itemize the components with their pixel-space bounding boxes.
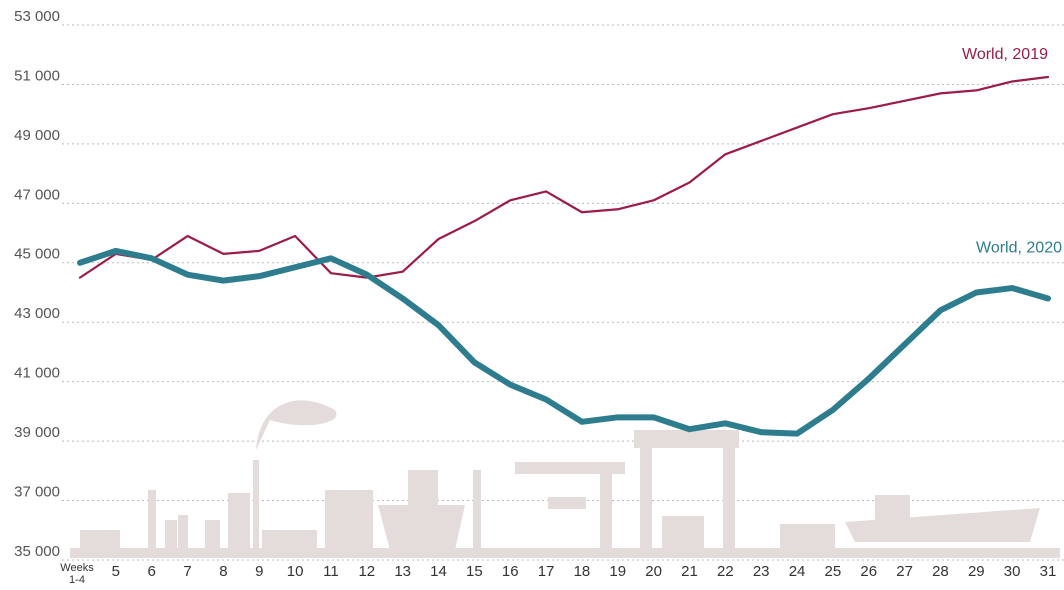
- series-label: World, 2020: [976, 240, 1062, 257]
- x-tick-label: 12: [358, 563, 376, 580]
- y-tick-label: 43 000: [14, 305, 60, 322]
- y-tick-label: 39 000: [14, 424, 60, 441]
- x-tick-label: 7: [183, 563, 192, 580]
- x-tick-label: 16: [501, 563, 519, 580]
- y-tick-label: 45 000: [14, 246, 60, 263]
- y-tick-label: 41 000: [14, 365, 60, 382]
- x-tick-label: 31: [1039, 563, 1057, 580]
- x-tick-label: 24: [788, 563, 806, 580]
- x-tick-label: 19: [609, 563, 627, 580]
- y-tick-label: 37 000: [14, 484, 60, 501]
- x-tick-label: 28: [932, 563, 949, 580]
- x-tick-label: 9: [255, 563, 264, 580]
- industrial-silhouette: [70, 400, 1060, 558]
- x-tick-label: 18: [573, 563, 591, 580]
- x-tick-label: 25: [824, 563, 842, 580]
- series-label: World, 2019: [962, 46, 1048, 63]
- y-tick-label: 47 000: [14, 186, 60, 203]
- x-tick-label: 26: [860, 563, 878, 580]
- x-tick-label: 22: [716, 563, 734, 580]
- y-tick-label: 49 000: [14, 127, 60, 144]
- x-tick-label: 10: [286, 563, 304, 580]
- x-tick-label: Weeks 1-4: [60, 562, 94, 586]
- x-tick-label: 17: [537, 563, 555, 580]
- x-tick-label: 30: [1003, 563, 1021, 580]
- x-tick-label: 5: [111, 563, 121, 580]
- x-tick-label: 27: [896, 563, 913, 580]
- x-tick-label: 20: [645, 563, 662, 580]
- series-line: [77, 247, 1051, 437]
- x-tick-label: 15: [466, 563, 483, 580]
- x-tick-label: 8: [219, 563, 228, 580]
- x-tick-label: 23: [752, 563, 770, 580]
- x-tick-label: 11: [323, 563, 339, 580]
- y-tick-label: 53 000: [14, 8, 60, 25]
- grid: [62, 24, 1064, 561]
- x-tick-label: 13: [394, 563, 411, 580]
- x-tick-label: 14: [430, 563, 447, 580]
- y-tick-label: 51 000: [14, 67, 60, 84]
- x-tick-label: 29: [967, 563, 985, 580]
- y-tick-label: 35 000: [14, 543, 60, 560]
- x-tick-label: 21: [681, 563, 698, 580]
- x-tick-label: 6: [147, 563, 156, 580]
- series-line: [78, 75, 1050, 279]
